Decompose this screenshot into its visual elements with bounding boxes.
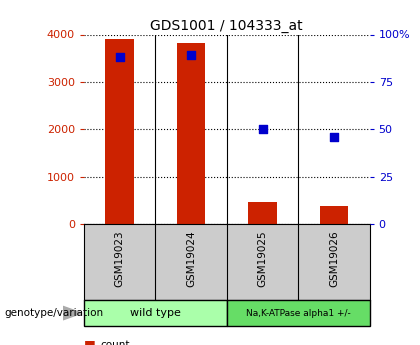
Text: Na,K-ATPase alpha1 +/-: Na,K-ATPase alpha1 +/- [246,308,351,318]
Polygon shape [63,306,82,320]
Bar [227,300,370,326]
Text: GSM19023: GSM19023 [115,230,125,287]
Point [259,127,266,132]
Bar [177,43,205,224]
Text: GSM19024: GSM19024 [186,230,196,287]
Bar [105,39,134,224]
Point [116,55,123,60]
Text: wild type: wild type [130,308,181,318]
Text: GSM19025: GSM19025 [257,230,268,287]
Point [188,52,194,58]
Bar [320,206,348,224]
Text: count: count [101,340,130,345]
Text: GSM19026: GSM19026 [329,230,339,287]
Bar [84,300,227,326]
Point [331,134,337,140]
Title: GDS1001 / 104333_at: GDS1001 / 104333_at [150,19,303,33]
Text: genotype/variation: genotype/variation [4,308,103,318]
Bar [248,203,277,224]
Text: ■: ■ [84,338,96,345]
